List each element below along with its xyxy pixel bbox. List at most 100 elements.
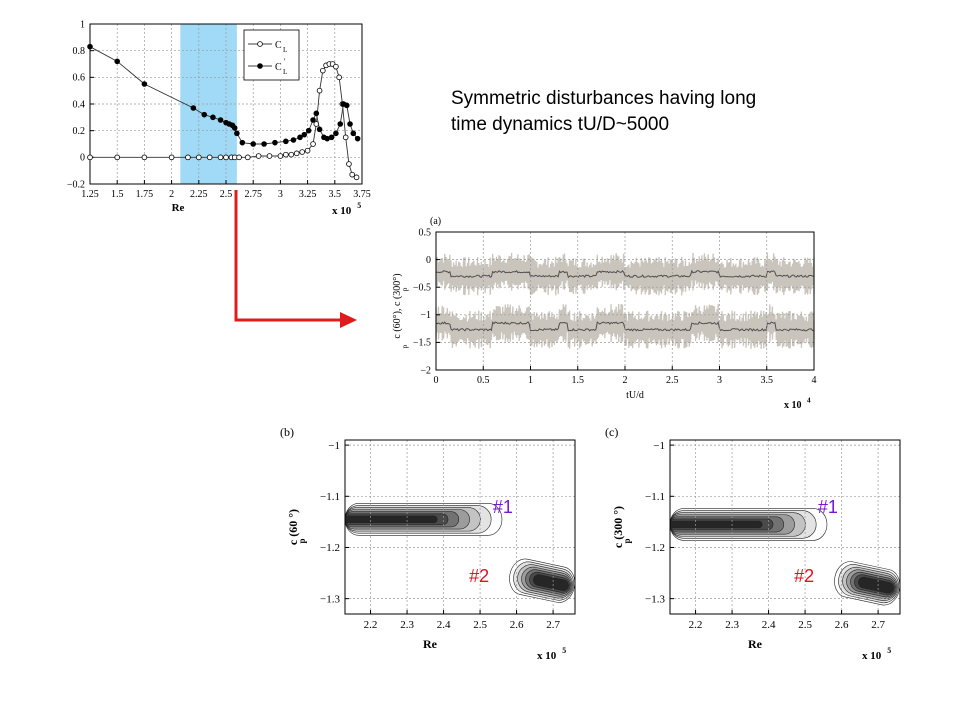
x-tick-label: 3 [278,189,283,200]
chart-panel-a: (a) 0 0.5 1 1.5 2 2.5 3 3.5 4 −2 −1.5 −1 −0.5 0 0.5 tU/d… [392,216,817,411]
data-point-cl-prime [354,135,361,142]
data-point-cl [217,154,224,161]
y-tick-label: 0.6 [73,73,86,84]
legend-marker [257,63,263,69]
data-point-cl [277,153,284,159]
chart-panel-b: (b) 2.2 2.3 2.4 2.5 2.6 2.7 −1 −1.1 −1.2 −1.3 Re x 1… [280,425,576,662]
annotation-line-2: time dynamics tU/D~5000 [451,114,670,135]
y-tick-label: −1.2 [320,542,340,554]
data-point-cl [346,161,352,167]
series-line-cl-prime [89,46,358,145]
x-tick-label: 2.75 [244,189,262,200]
data-point-cl [310,141,316,147]
y-tick-label: −1.1 [320,491,340,503]
cluster-label-2: #2 [794,566,814,586]
data-point-cl-prime [141,81,148,87]
data-point-cl [185,154,191,161]
panel-label: (b) [280,425,294,439]
x-multiplier-exponent: 5 [357,201,361,210]
legend-box [243,29,300,81]
data-point-cl-prime [217,117,224,123]
x-tick-label: 1.75 [136,189,154,200]
y-tick-label: −1 [420,310,431,321]
data-point-cl-prime [328,134,335,141]
data-point-cl-prime [272,139,278,146]
x-tick-label: 3 [717,375,722,386]
y-tick-label: −1 [328,440,340,452]
x-tick-label: 0 [434,375,439,386]
x-multiplier-exponent: 5 [562,646,566,655]
legend-label: C [275,62,282,73]
annotation-line-1: Symmetric disturbances having long [451,88,757,109]
y-tick-label: −1.5 [413,338,431,349]
data-point-cl [349,171,356,178]
x-tick-label: 2.3 [725,619,739,631]
data-point-cl-prime [333,130,339,137]
y-tick-label: −2 [420,365,431,376]
data-point-cl [196,154,202,161]
legend-label: C [275,40,282,51]
legend-marker [257,41,263,47]
y-tick-label: −1 [653,440,665,452]
y-tick-label: 0 [426,255,431,266]
contour-level [344,515,438,524]
annotation-text: Symmetric disturbances having long time … [451,86,851,138]
data-point-cl [342,134,349,141]
contour-level [669,520,763,529]
data-point-cl [353,174,360,181]
data-point-cl-prime [87,43,93,50]
x-multiplier: x 10 [537,650,557,662]
x-multiplier: x 10 [862,650,882,662]
panel-label: (c) [605,425,618,439]
x-tick-label: 1.5 [572,375,585,386]
y-axis-label: c (60°), c (300°) [392,273,403,338]
x-tick-label: 2 [169,189,174,200]
y-axis-label: c (60 °) [286,509,300,545]
data-point-cl [336,74,342,81]
legend-label-subscript: L [283,68,287,76]
y-tick-label: 0.4 [73,99,86,110]
y-tick-label: −0.2 [67,179,85,190]
x-multiplier: x 10 [784,400,802,411]
y-tick-label: −1.3 [320,593,340,605]
data-point-cl-prime [310,117,316,123]
x-tick-label: 1.5 [111,189,124,200]
red-connector-arrow [234,190,357,328]
x-axis-label: tU/d [626,390,644,401]
x-tick-label: 2.2 [364,619,378,631]
x-tick-label: 2.7 [546,619,560,631]
y-tick-label: −1.2 [645,542,665,554]
x-axis-label: Re [748,637,763,651]
data-point-cl-prime [261,141,267,147]
panel-label: (a) [430,216,441,227]
x-tick-label: 2.4 [762,619,776,631]
y-tick-label: 0 [80,153,85,164]
data-point-cl-prime [316,126,323,133]
x-tick-label: 3.5 [329,189,342,200]
x-tick-label: 2.25 [190,189,208,200]
cluster-label-1: #1 [818,497,838,517]
x-tick-label: 2.4 [437,619,451,631]
x-axis-label: Re [172,202,185,214]
y-axis-label-subscript: p [297,538,307,543]
y-tick-label: 1 [80,19,85,30]
data-point-cl-prime [343,102,350,109]
x-multiplier-exponent: 4 [807,397,811,405]
data-point-cl-prime [201,111,208,118]
data-point-cl-prime [297,134,303,141]
data-point-cl [320,67,326,74]
x-multiplier: x 10 [332,205,352,217]
x-tick-label: 1.25 [81,189,99,200]
y-tick-label: −1.1 [645,491,665,503]
data-point-cl [244,154,251,161]
data-point-cl-prime [210,114,216,121]
x-tick-label: 2.6 [510,619,524,631]
mean-line-0 [435,269,815,279]
data-point-cl-prime [231,125,238,131]
cluster-label-2: #2 [469,566,489,586]
chart-panel-c: (c) 2.2 2.3 2.4 2.5 2.6 2.7 −1 −1.1 −1.2 −1.3 Re x 1… [605,425,901,662]
x-tick-label: 2.5 [473,619,487,631]
plot-frame [344,439,576,615]
x-multiplier-exponent: 5 [887,646,891,655]
data-point-cl [288,151,295,158]
